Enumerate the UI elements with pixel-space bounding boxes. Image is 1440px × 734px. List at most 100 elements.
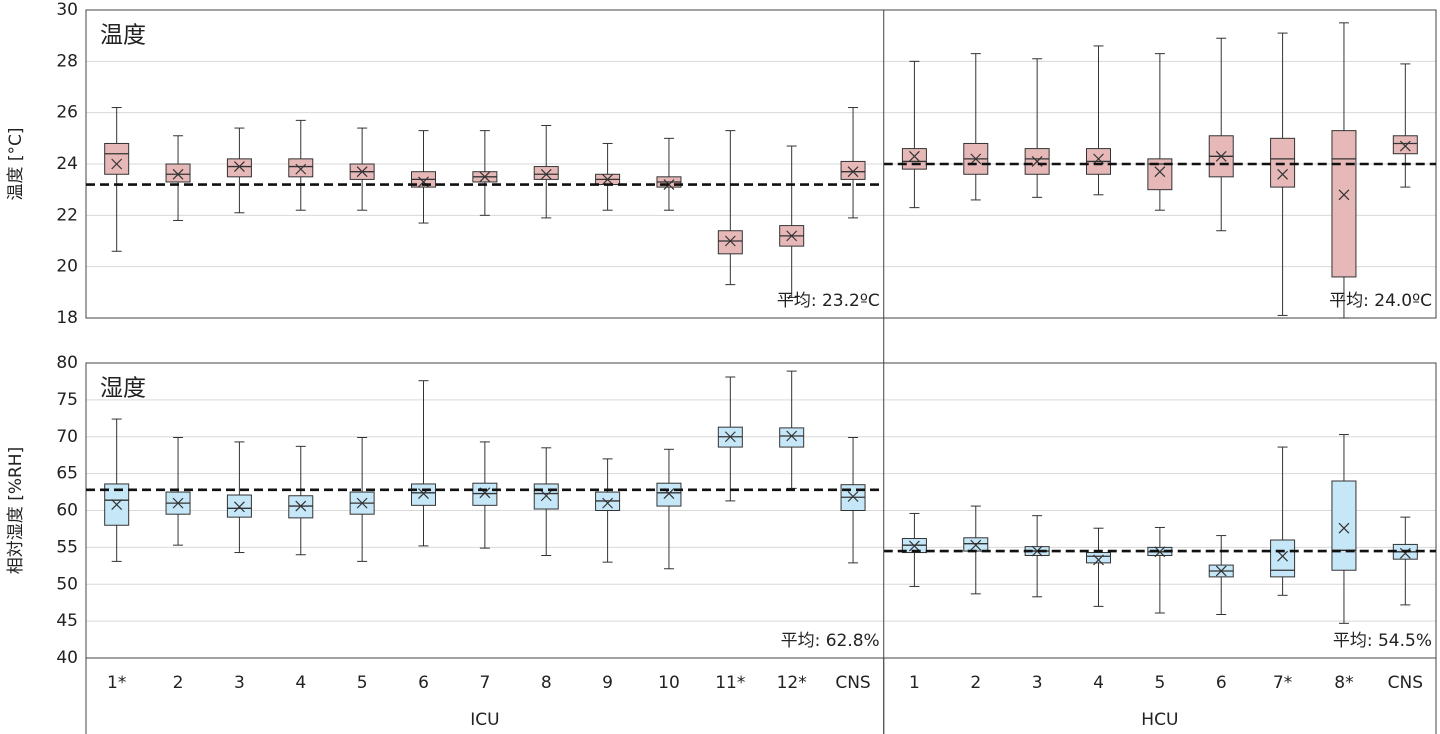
- x-tick-label: CNS: [1388, 673, 1423, 693]
- box: [717, 230, 743, 255]
- mean-marker: [295, 500, 307, 512]
- mean-marker: [111, 158, 123, 170]
- box: [840, 160, 866, 180]
- mean-marker: [970, 153, 982, 165]
- y-tick-label: 28: [56, 51, 78, 71]
- box: [1331, 480, 1357, 571]
- box: [1270, 539, 1296, 578]
- x-tick-label: 6: [1216, 673, 1227, 693]
- y-tick-label: 55: [56, 537, 78, 557]
- mean-marker: [356, 166, 368, 178]
- mean-marker: [1338, 189, 1350, 201]
- box: [226, 158, 252, 178]
- box: [1086, 552, 1111, 564]
- y-tick-label: 50: [56, 574, 78, 594]
- mean-marker: [1154, 546, 1166, 558]
- box: [472, 482, 498, 506]
- group-label: HCU: [1141, 710, 1178, 730]
- mean-marker: [1277, 168, 1289, 180]
- box: [656, 482, 682, 507]
- y-tick-label: 20: [56, 257, 78, 277]
- reference-label: 平均: 23.2ºC: [777, 291, 880, 311]
- x-tick-label: 1: [909, 673, 920, 693]
- y-tick-label: 26: [56, 103, 78, 123]
- mean-marker: [111, 499, 123, 511]
- box: [104, 142, 130, 175]
- y-tick-label: 30: [56, 0, 78, 20]
- mean-marker: [602, 497, 614, 509]
- mean-marker: [847, 491, 859, 502]
- x-tick-label: 1*: [107, 673, 126, 693]
- mean-marker: [1277, 550, 1289, 562]
- x-tick-label: 8: [541, 673, 552, 693]
- mean-marker: [786, 230, 798, 242]
- x-tick-label: 4: [295, 673, 306, 693]
- box: [288, 158, 314, 178]
- mean-marker: [1031, 545, 1043, 557]
- mean-marker: [908, 150, 920, 162]
- mean-marker: [172, 497, 184, 509]
- mean-marker: [1215, 565, 1227, 577]
- y-axis-label: 相対湿度 [%RH]: [6, 447, 26, 574]
- mean-marker: [356, 497, 368, 509]
- x-tick-label: 10: [658, 673, 680, 693]
- y-tick-label: 65: [56, 464, 78, 484]
- mean-marker: [540, 490, 552, 502]
- panel-title: 湿度: [100, 376, 146, 402]
- y-tick-label: 22: [56, 205, 78, 225]
- mean-marker: [233, 161, 245, 172]
- mean-marker: [724, 235, 736, 247]
- mean-marker: [1399, 140, 1411, 152]
- box: [533, 166, 559, 180]
- x-tick-label: 7*: [1273, 673, 1292, 693]
- x-tick-label: 2: [970, 673, 981, 693]
- x-tick-label: 11*: [715, 673, 745, 693]
- x-tick-label: 9: [602, 673, 613, 693]
- y-tick-label: 60: [56, 501, 78, 521]
- mean-marker: [786, 430, 798, 442]
- box: [1392, 135, 1418, 155]
- y-axis-label: 温度 [°C]: [6, 127, 26, 200]
- mean-marker: [540, 168, 552, 180]
- reference-label: 平均: 54.5%: [1333, 631, 1432, 651]
- y-tick-label: 24: [56, 154, 78, 174]
- box: [165, 163, 191, 183]
- y-tick-label: 80: [56, 353, 78, 373]
- x-tick-label: 8*: [1334, 673, 1353, 693]
- group-label: ICU: [470, 710, 499, 730]
- x-tick-label: 12*: [777, 673, 807, 693]
- box: [779, 427, 805, 448]
- y-tick-label: 40: [56, 648, 78, 668]
- box: [1331, 130, 1357, 278]
- mean-marker: [1093, 554, 1104, 566]
- x-tick-label: 6: [418, 673, 429, 693]
- mean-marker: [724, 431, 736, 443]
- mean-marker: [908, 540, 920, 552]
- x-tick-label: 5: [1154, 673, 1165, 693]
- x-tick-label: CNS: [835, 673, 870, 693]
- x-tick-label: 5: [357, 673, 368, 693]
- mean-marker: [1154, 166, 1166, 178]
- mean-marker: [847, 166, 859, 178]
- x-tick-label: 2: [173, 673, 184, 693]
- mean-marker: [172, 168, 184, 180]
- reference-label: 平均: 62.8%: [781, 631, 880, 651]
- plot-frame: [85, 362, 1437, 659]
- mean-marker: [1338, 522, 1350, 534]
- mean-marker: [970, 539, 982, 551]
- y-tick-label: 45: [56, 611, 78, 631]
- y-tick-label: 18: [56, 308, 78, 328]
- mean-marker: [602, 173, 614, 185]
- mean-marker: [479, 171, 491, 183]
- x-tick-label: 4: [1093, 673, 1104, 693]
- mean-marker: [295, 163, 307, 175]
- box: [901, 148, 927, 170]
- box: [411, 483, 436, 506]
- mean-marker: [1093, 153, 1104, 165]
- x-tick-label: 3: [1032, 673, 1043, 693]
- y-tick-label: 75: [56, 390, 78, 410]
- x-tick-label: 3: [234, 673, 245, 693]
- mean-marker: [233, 501, 245, 513]
- x-tick-label: 7: [479, 673, 490, 693]
